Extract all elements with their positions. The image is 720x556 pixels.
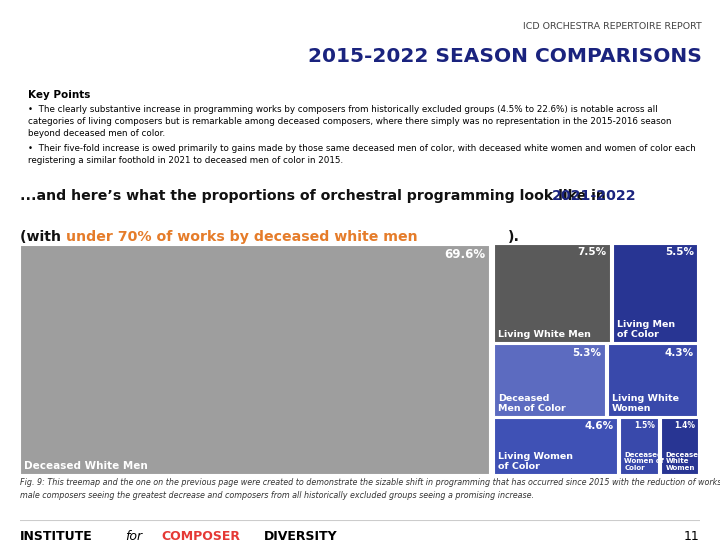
Bar	[494, 344, 606, 417]
Bar	[662, 418, 699, 475]
Text: 1.5%: 1.5%	[634, 421, 655, 430]
Text: 1.4%: 1.4%	[674, 421, 695, 430]
Text: Fig. 9: This treemap and the one on the previous page were created to demonstrat: Fig. 9: This treemap and the one on the …	[20, 478, 720, 500]
Text: Living White
Women: Living White Women	[612, 394, 679, 413]
Text: Deceased
Women of
Color: Deceased Women of Color	[624, 451, 664, 471]
Bar	[20, 245, 490, 475]
Text: 5.3%: 5.3%	[572, 348, 601, 358]
Text: 2015-2022 SEASON COMPARISONS: 2015-2022 SEASON COMPARISONS	[308, 47, 702, 66]
Text: DIVERSITY: DIVERSITY	[264, 530, 337, 543]
Bar	[494, 244, 611, 343]
Text: •  The clearly substantive increase in programming works by composers from histo: • The clearly substantive increase in pr…	[28, 106, 672, 138]
Bar	[620, 418, 660, 475]
Text: Key Points: Key Points	[28, 90, 91, 100]
Text: for: for	[125, 530, 143, 543]
Text: 11: 11	[684, 530, 700, 543]
Text: 4.3%: 4.3%	[665, 348, 694, 358]
Bar	[608, 344, 698, 417]
Text: 4.6%: 4.6%	[585, 421, 614, 431]
Text: 2021-2022: 2021-2022	[552, 190, 636, 203]
Text: Living Men
of Color: Living Men of Color	[617, 320, 675, 339]
Text: ICD ORCHESTRA REPERTOIRE REPORT: ICD ORCHESTRA REPERTOIRE REPORT	[523, 22, 702, 31]
Text: COMPOSER: COMPOSER	[161, 530, 240, 543]
Text: Living White Men: Living White Men	[498, 330, 591, 339]
Text: ).: ).	[508, 230, 520, 244]
Text: (with: (with	[20, 230, 66, 244]
Text: under 70% of works by deceased white men: under 70% of works by deceased white men	[66, 230, 418, 244]
Text: Deceased
Men of Color: Deceased Men of Color	[498, 394, 566, 413]
Text: Deceased White Men: Deceased White Men	[24, 461, 148, 471]
Bar	[613, 244, 698, 343]
Text: ...and here’s what the proportions of orchestral programming look like in: ...and here’s what the proportions of or…	[20, 190, 611, 203]
Text: 7.5%: 7.5%	[577, 247, 606, 257]
Text: INSTITUTE: INSTITUTE	[20, 530, 93, 543]
Text: Living Women
of Color: Living Women of Color	[498, 452, 573, 471]
Text: 69.6%: 69.6%	[445, 248, 486, 261]
Text: •  Their five-fold increase is owed primarily to gains made by those same deceas: • Their five-fold increase is owed prima…	[28, 144, 696, 165]
Bar	[494, 418, 618, 475]
Text: Deceased
White
Women: Deceased White Women	[665, 451, 703, 471]
Text: 5.5%: 5.5%	[665, 247, 694, 257]
